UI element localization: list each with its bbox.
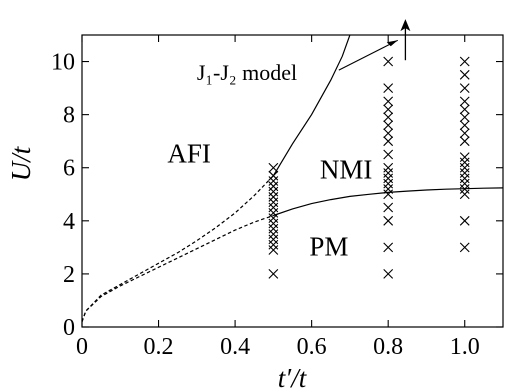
- x-marker: [459, 152, 470, 162]
- x-tick-label: 0.8: [373, 334, 403, 360]
- x-marker: [459, 178, 470, 189]
- x-marker: [383, 168, 394, 178]
- x-marker: [383, 96, 394, 107]
- x-marker: [268, 197, 279, 208]
- x-marker: [383, 173, 394, 184]
- x-marker: [459, 128, 470, 139]
- x-marker: [268, 229, 279, 239]
- x-marker: [383, 178, 394, 189]
- y-tick-label: 2: [63, 262, 75, 288]
- y-axis-ticks: 0 2 4 6 8 10: [51, 50, 503, 341]
- region-label-pm: PM: [309, 231, 348, 261]
- x-marker: [268, 170, 279, 181]
- x-marker: [459, 173, 470, 184]
- x-axis-title: t′/t: [278, 363, 308, 391]
- x-marker: [459, 242, 470, 253]
- x-tick-label: 1.0: [450, 334, 480, 360]
- x-marker: [459, 136, 470, 147]
- annotation-pointer-head: [386, 40, 398, 47]
- x-marker: [268, 202, 279, 213]
- x-tick-label: 0: [76, 334, 88, 360]
- y-tick-label: 6: [63, 156, 75, 182]
- annotation-pointer-line: [338, 39, 398, 71]
- x-marker: [268, 245, 279, 255]
- phase-boundary-curves: [82, 35, 503, 322]
- x-marker: [268, 192, 279, 202]
- region-labels: AFI NMI PM: [167, 138, 372, 261]
- x-marker: [383, 112, 394, 123]
- x-marker: [459, 215, 470, 226]
- x-marker: [383, 269, 394, 279]
- x-tick-label: 0.2: [144, 334, 174, 360]
- x-marker: [383, 149, 394, 160]
- y-tick-label: 4: [63, 209, 75, 235]
- solid-boundary-line-0: [272, 35, 351, 177]
- x-marker: [459, 162, 470, 173]
- x-marker: [459, 157, 470, 168]
- j1-j2-model-label: J₁-J₂ model: [197, 60, 297, 85]
- x-marker: [383, 104, 394, 115]
- x-marker: [383, 242, 394, 253]
- y-tick-label: 0: [63, 315, 75, 341]
- x-marker: [459, 104, 470, 115]
- x-marker: [459, 96, 470, 107]
- upward-arrow-head: [400, 19, 411, 32]
- x-marker: [383, 83, 394, 93]
- x-marker: [459, 189, 470, 200]
- x-marker: [459, 56, 470, 67]
- x-marker: [268, 176, 279, 186]
- x-marker: [268, 186, 279, 197]
- x-marker: [268, 239, 279, 250]
- x-marker: [383, 56, 394, 67]
- plot-frame: [81, 34, 504, 328]
- x-marker: [383, 162, 394, 173]
- x-marker: [383, 202, 394, 213]
- region-label-nmi: NMI: [320, 154, 373, 184]
- y-axis-title: U/t: [6, 145, 36, 181]
- x-marker: [383, 136, 394, 147]
- y-tick-label: 10: [51, 50, 75, 76]
- x-marker: [268, 223, 279, 234]
- model-annotation: J₁-J₂ model: [197, 19, 411, 85]
- x-marker: [383, 120, 394, 131]
- x-tick-label: 0.4: [220, 334, 250, 360]
- dashed-boundary-line-1: [82, 175, 274, 322]
- x-marker: [459, 112, 470, 123]
- y-tick-label: 8: [63, 103, 75, 129]
- x-marker: [459, 69, 470, 80]
- x-marker: [383, 215, 394, 226]
- x-marker: [268, 181, 279, 192]
- x-marker: [383, 189, 394, 200]
- x-axis-ticks: 0 0.2 0.4 0.6 0.8 1.0: [76, 35, 480, 360]
- x-tick-label: 0.6: [297, 334, 327, 360]
- solid-boundary-line-3: [273, 187, 503, 217]
- x-marker: [383, 128, 394, 139]
- x-marker: [268, 269, 279, 279]
- x-marker: [459, 120, 470, 131]
- x-marker: [459, 83, 470, 93]
- data-markers: [268, 56, 470, 279]
- region-label-afi: AFI: [167, 138, 211, 168]
- x-marker: [459, 168, 470, 178]
- x-marker: [268, 234, 279, 245]
- dashed-boundary-line-2: [82, 214, 274, 322]
- x-marker: [268, 218, 279, 229]
